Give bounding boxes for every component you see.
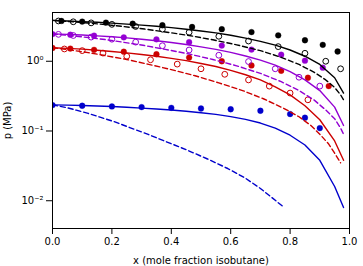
svg-text:0.8: 0.8 [282, 236, 298, 247]
svg-text:x (mole fraction isobutane): x (mole fraction isobutane) [133, 255, 269, 266]
svg-text:10⁻²: 10⁻² [21, 195, 43, 206]
svg-text:p (MPa): p (MPa) [2, 102, 13, 140]
svg-text:0.2: 0.2 [104, 236, 120, 247]
svg-text:10⁰: 10⁰ [27, 55, 44, 66]
svg-text:1.0: 1.0 [342, 236, 358, 247]
svg-text:0.4: 0.4 [163, 236, 179, 247]
svg-text:0.0: 0.0 [45, 236, 61, 247]
svg-text:10⁻¹: 10⁻¹ [21, 125, 43, 136]
svg-text:0.6: 0.6 [223, 236, 239, 247]
